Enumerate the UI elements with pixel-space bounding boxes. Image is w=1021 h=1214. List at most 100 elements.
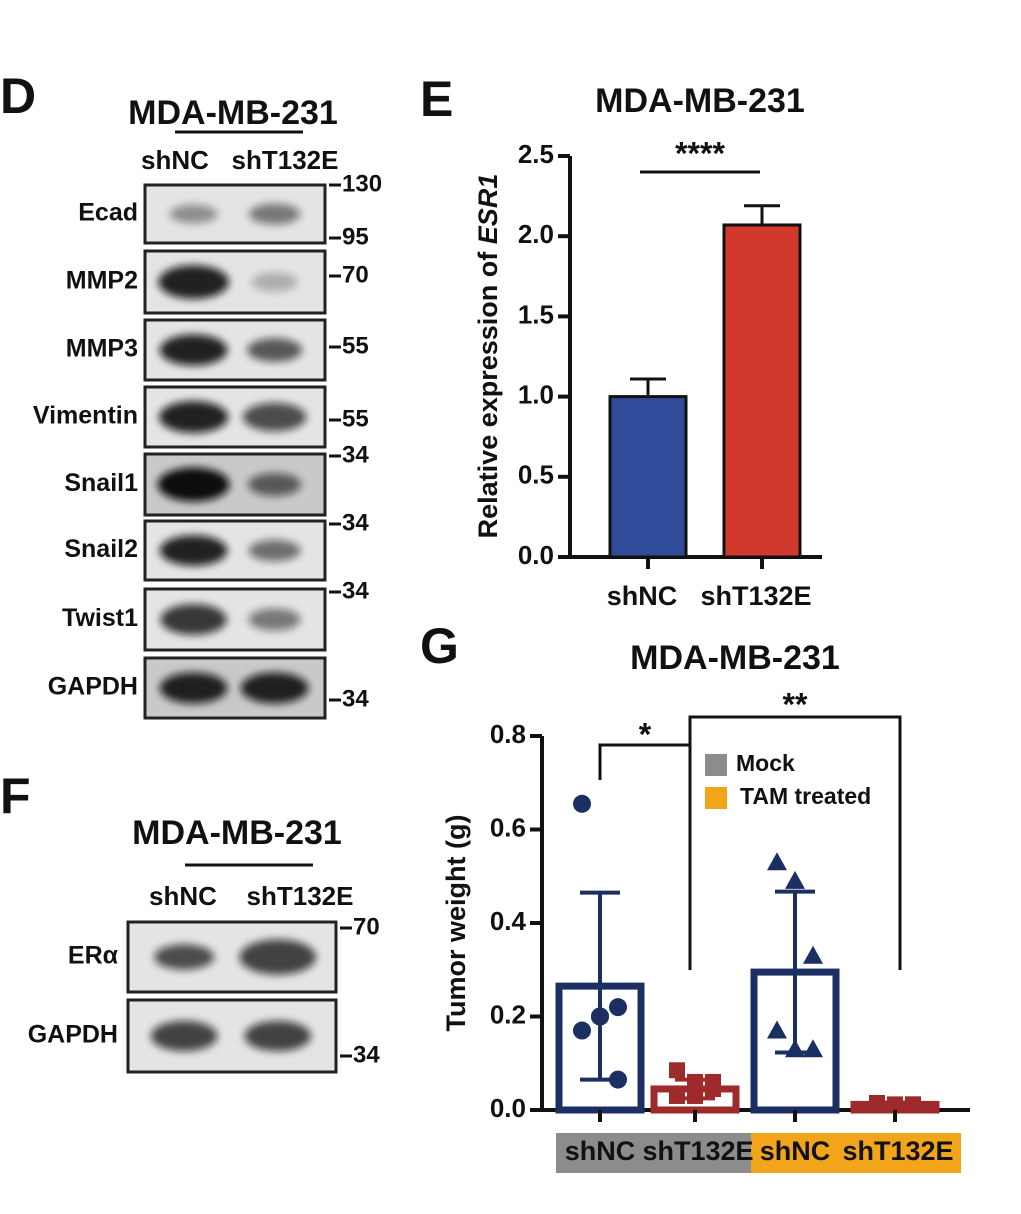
panel-letter: D <box>0 68 36 124</box>
panel-letter: E <box>420 71 453 127</box>
blot-band <box>242 402 307 432</box>
size-marker: 34 <box>342 577 369 604</box>
y-tick-label: 0.8 <box>490 719 526 749</box>
size-marker: 130 <box>342 170 382 197</box>
blot-band <box>154 944 215 970</box>
y-label-text: Relative expression of <box>473 251 503 539</box>
blot-band <box>150 1020 218 1052</box>
y-tick-label: 0.4 <box>490 906 527 936</box>
y-tick-label: 0.0 <box>490 1093 526 1123</box>
data-point <box>905 1096 921 1113</box>
lane-label: shT132E <box>232 145 339 175</box>
legend-swatch <box>705 787 727 809</box>
y-label-gene: ESR1 <box>473 174 503 245</box>
lane-label: shNC <box>149 881 217 911</box>
data-point <box>573 794 591 813</box>
chart-title: MDA-MB-231 <box>630 639 840 677</box>
legend-label: TAM treated <box>740 783 871 809</box>
data-point <box>887 1097 903 1114</box>
blot-band <box>240 672 309 704</box>
panel-letter: F <box>0 768 31 824</box>
lane-label: shNC <box>141 145 209 175</box>
data-point <box>785 870 805 889</box>
x-tick-label: shT132E <box>700 581 811 611</box>
row-label: Snail1 <box>64 469 138 497</box>
data-point <box>591 1007 609 1026</box>
row-label: ERα <box>68 942 119 970</box>
bar <box>608 395 688 559</box>
row-label: Snail2 <box>64 535 138 563</box>
data-point <box>687 1073 703 1090</box>
lane-label: shT132E <box>247 881 354 911</box>
x-tick-label: shT132E <box>842 1136 953 1166</box>
size-marker: 55 <box>342 405 369 432</box>
blot-band <box>158 265 229 299</box>
row-label: GAPDH <box>28 1021 118 1049</box>
panel-letter: G <box>420 618 459 674</box>
blot-title: MDA-MB-231 <box>128 94 338 132</box>
data-point <box>767 1020 787 1039</box>
blot-band <box>247 338 302 362</box>
category-background <box>851 1133 961 1173</box>
blot-band <box>159 672 228 704</box>
blot-band <box>169 204 218 224</box>
data-point <box>609 1070 627 1089</box>
y-tick-label: 1.0 <box>518 379 554 409</box>
significance-label: **** <box>675 135 725 171</box>
size-marker: 34 <box>342 509 369 536</box>
blot-band <box>160 604 227 635</box>
data-point <box>803 945 823 964</box>
blot-band <box>159 535 228 566</box>
significance-label: ** <box>783 686 808 722</box>
data-point <box>687 1087 703 1104</box>
significance-bracket <box>688 715 902 970</box>
row-label: MMP3 <box>66 335 138 363</box>
size-marker: 34 <box>342 441 369 468</box>
data-point <box>869 1097 885 1114</box>
y-tick-label: 2.5 <box>518 139 554 169</box>
category-background <box>556 1133 656 1173</box>
y-tick-label: 2.0 <box>518 219 554 249</box>
blot-band <box>248 539 301 562</box>
bar <box>722 223 802 559</box>
significance-label: * <box>639 716 652 752</box>
row-label: Twist1 <box>62 604 138 632</box>
x-tick-label: shNC <box>565 1136 636 1166</box>
x-tick-label: shNC <box>607 581 678 611</box>
y-tick-label: 1.5 <box>518 299 554 329</box>
size-marker: 34 <box>353 1041 380 1068</box>
data-point <box>767 852 787 871</box>
blot-band <box>239 939 317 975</box>
blot-band <box>251 272 298 292</box>
legend-swatch <box>705 754 727 776</box>
blot-band <box>157 467 230 502</box>
y-tick-label: 0.5 <box>518 460 554 490</box>
row-label: Vimentin <box>33 402 138 430</box>
category-background <box>651 1133 761 1173</box>
blot-band <box>248 203 301 225</box>
x-tick-label: shNC <box>760 1136 831 1166</box>
size-marker: 34 <box>342 685 369 712</box>
data-point <box>669 1087 685 1104</box>
data-point <box>573 1021 591 1040</box>
y-tick-label: 0.2 <box>490 999 526 1029</box>
row-label: Ecad <box>78 199 138 227</box>
y-tick-label: 0.0 <box>518 540 554 570</box>
size-marker: 95 <box>342 223 369 250</box>
legend-label: Mock <box>736 750 795 776</box>
size-marker: 70 <box>353 913 380 940</box>
blot-band <box>244 1020 312 1052</box>
row-label: GAPDH <box>48 673 138 701</box>
x-tick-label: shT132E <box>642 1136 753 1166</box>
data-point <box>669 1062 685 1079</box>
data-point <box>803 1039 823 1058</box>
y-axis-label: Relative expression of ESR1 <box>473 174 503 539</box>
data-point <box>705 1080 721 1097</box>
data-point <box>609 998 627 1017</box>
size-marker: 55 <box>342 332 369 359</box>
row-label: MMP2 <box>66 267 138 295</box>
data-point <box>785 1039 805 1058</box>
blot-band <box>248 608 301 631</box>
blot-band <box>247 472 302 497</box>
